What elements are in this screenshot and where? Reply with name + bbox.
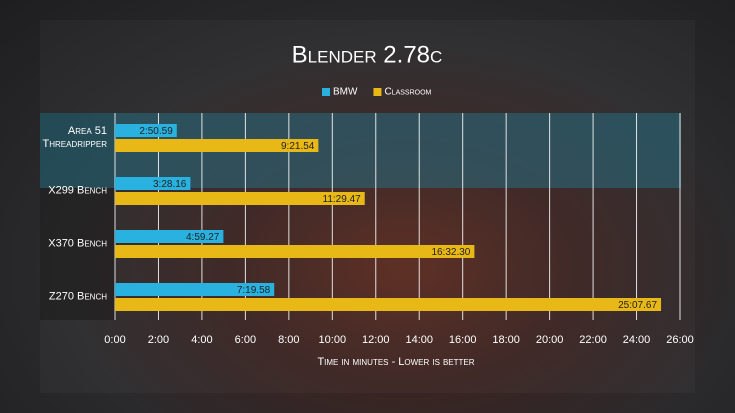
chart-title: Blender 2.78c <box>292 41 443 68</box>
value-label: 2:50.59 <box>139 126 173 137</box>
value-label: 9:21.54 <box>281 141 315 152</box>
x-tick-label: 24:00 <box>623 334 651 346</box>
bar <box>115 283 275 296</box>
y-tick-label: Z270 Bench <box>48 290 107 303</box>
x-tick-label: 12:00 <box>362 334 390 346</box>
value-label: 11:29.47 <box>323 194 362 205</box>
value-label: 7:19.58 <box>237 285 271 296</box>
y-tick-label: X370 Bench <box>48 237 107 250</box>
y-tick-label: Area 51 Threadripper <box>42 125 107 150</box>
value-label: 16:32.30 <box>431 247 470 258</box>
value-label: 4:59.27 <box>186 232 220 243</box>
x-tick-label: 10:00 <box>319 334 347 346</box>
legend-label: BMW <box>333 87 358 98</box>
x-tick-label: 20:00 <box>536 334 564 346</box>
value-label: 25:07.67 <box>618 300 657 311</box>
y-tick-label: X299 Bench <box>48 184 107 197</box>
x-tick-label: 4:00 <box>191 334 212 346</box>
x-tick-label: 8:00 <box>278 334 299 346</box>
x-axis-label: Time in minutes - Lower is better <box>317 356 474 368</box>
legend-label: Classroom <box>384 87 431 98</box>
bar <box>115 139 319 152</box>
bar <box>115 230 224 243</box>
x-tick-label: 2:00 <box>148 334 169 346</box>
x-tick-label: 22:00 <box>579 334 607 346</box>
x-tick-label: 26:00 <box>666 334 694 346</box>
bar <box>115 245 475 258</box>
legend-swatch <box>373 88 382 96</box>
x-tick-label: 6:00 <box>235 334 256 346</box>
bar <box>115 124 177 137</box>
x-tick-label: 14:00 <box>405 334 433 346</box>
bar <box>115 192 365 205</box>
value-label: 3:28.16 <box>153 179 187 190</box>
x-tick-label: 16:00 <box>449 334 477 346</box>
bar <box>115 177 191 190</box>
legend-swatch <box>322 88 330 96</box>
x-tick-label: 0:00 <box>104 334 125 346</box>
x-tick-label: 18:00 <box>492 334 520 346</box>
bar <box>115 298 662 311</box>
